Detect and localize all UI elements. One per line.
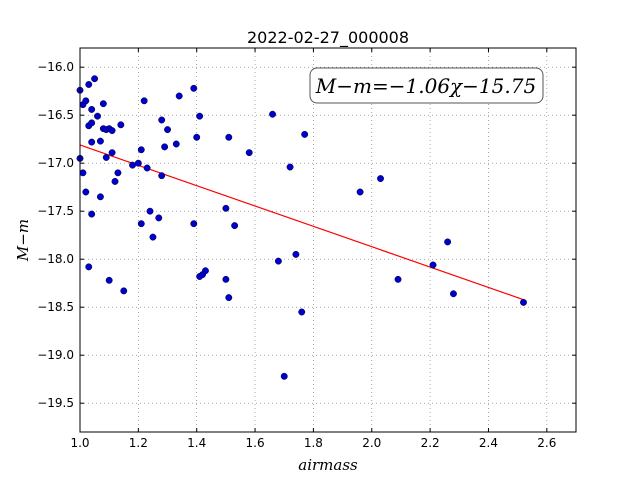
plot-frame: [79, 47, 577, 433]
x-tick-label: 2.2: [421, 436, 440, 450]
data-point: [108, 149, 116, 157]
x-tick-label: 1.2: [129, 436, 148, 450]
data-point: [444, 238, 452, 246]
data-point: [225, 294, 233, 302]
axis-ticks: 1.0 1.2 1.4 1.6 1.8 2.0 2.2 2.4 2.6 −16.0 −16.5 −17…: [37, 48, 576, 450]
data-point: [190, 84, 198, 92]
data-point: [143, 164, 151, 172]
data-point: [88, 119, 96, 127]
data-point: [292, 250, 300, 258]
data-point: [301, 130, 309, 138]
y-tick-label: −17.0: [37, 156, 74, 170]
data-point: [231, 222, 239, 230]
grid: [79, 48, 576, 432]
data-point: [88, 105, 96, 113]
data-point: [175, 92, 183, 100]
x-tick-label: 2.4: [479, 436, 498, 450]
data-point: [377, 175, 384, 183]
data-point: [164, 126, 171, 134]
y-tick-label: −18.0: [37, 252, 74, 266]
data-point: [520, 298, 527, 306]
data-point: [356, 188, 364, 196]
data-point: [129, 161, 136, 169]
y-tick-label: −19.0: [37, 348, 74, 362]
data-point: [193, 133, 201, 141]
data-point: [117, 121, 125, 129]
data-point: [137, 146, 145, 154]
data-points: [76, 75, 527, 380]
data-point: [120, 287, 128, 295]
data-point: [222, 204, 230, 212]
data-point: [140, 97, 148, 105]
data-point: [85, 81, 93, 88]
data-point: [190, 220, 198, 228]
data-point: [196, 112, 204, 120]
data-point: [222, 275, 230, 283]
data-point: [82, 188, 90, 196]
data-point: [88, 138, 96, 146]
data-point: [137, 220, 145, 228]
y-tick-label: −19.5: [37, 396, 74, 410]
data-point: [269, 110, 277, 118]
data-point: [245, 149, 253, 157]
y-axis-label: M−m: [14, 219, 32, 262]
data-point: [88, 210, 96, 218]
data-point: [96, 137, 104, 145]
data-point: [158, 172, 166, 180]
data-point: [149, 233, 157, 241]
data-point: [111, 177, 119, 185]
data-point: [172, 140, 180, 148]
x-tick-label: 1.8: [304, 436, 323, 450]
data-point: [82, 97, 90, 105]
data-point: [99, 100, 107, 108]
x-tick-label: 1.4: [187, 436, 206, 450]
data-point: [94, 112, 101, 120]
fit-line: [79, 144, 524, 301]
y-tick-label: −17.5: [37, 204, 74, 218]
data-point: [96, 193, 104, 201]
data-point: [274, 257, 282, 265]
data-point: [225, 133, 233, 141]
x-axis-label: airmass: [298, 456, 358, 474]
data-point: [102, 153, 110, 161]
data-point: [79, 169, 87, 177]
data-point: [155, 214, 163, 222]
data-point: [286, 163, 294, 171]
data-point: [134, 159, 142, 167]
data-point: [91, 75, 99, 83]
data-point: [202, 267, 209, 275]
chart-title: 2022-02-27_000008: [247, 28, 409, 48]
x-tick-label: 1.6: [246, 436, 265, 450]
plot-background: [80, 48, 576, 432]
y-tick-label: −18.5: [37, 300, 74, 314]
data-point: [146, 207, 154, 215]
y-tick-label: −16.5: [37, 108, 74, 122]
data-point: [298, 308, 306, 316]
x-tick-label: 2.6: [537, 436, 556, 450]
data-point: [108, 127, 116, 135]
data-point: [105, 276, 113, 284]
y-tick-label: −16.0: [37, 60, 74, 74]
data-point: [429, 261, 437, 269]
data-point: [158, 116, 166, 124]
x-tick-label: 2.0: [362, 436, 381, 450]
fit-equation: M−m=−1.06χ−15.75: [315, 74, 536, 98]
data-point: [280, 372, 288, 380]
x-tick-label: 1.0: [70, 436, 89, 450]
fit-line-group: [79, 144, 524, 301]
data-point: [450, 290, 457, 298]
fit-annotation-box: M−m=−1.06χ−15.75: [309, 67, 544, 104]
data-point: [114, 169, 122, 177]
data-point: [394, 275, 402, 283]
data-point: [161, 143, 169, 151]
data-point: [85, 263, 93, 271]
